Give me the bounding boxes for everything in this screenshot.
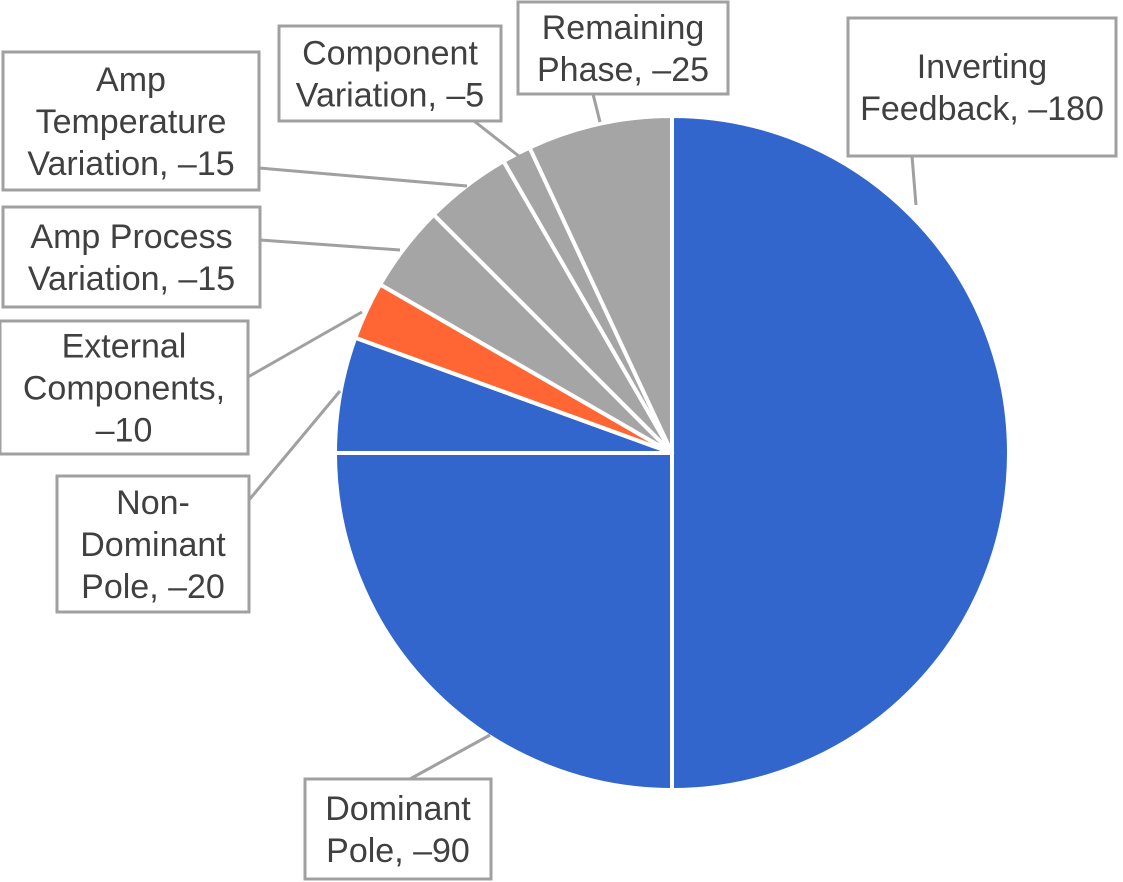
callout-box — [1, 50, 261, 192]
data-label-text: Phase, –25 — [537, 51, 709, 89]
data-label-component-variation: Component Variation, –5 — [277, 24, 503, 123]
callout-box — [1, 205, 262, 309]
callout-box — [303, 777, 493, 881]
callout-leaders — [247, 93, 918, 781]
data-label-dominant-pole: Dominant Pole, –90 — [303, 777, 493, 881]
data-label-text: Amp Process — [30, 218, 232, 256]
pie-slice-dominant-pole — [333, 451, 674, 792]
pie-slice-inverting-feedback — [670, 114, 1011, 792]
data-label-text: Inverting — [917, 48, 1047, 86]
data-label-text: Temperature — [36, 103, 227, 141]
data-label-text: Remaining — [542, 9, 705, 47]
data-label-text: Variation, –15 — [28, 260, 235, 298]
data-label-text: Pole, –90 — [326, 832, 470, 870]
callout-leader-component-variation — [473, 119, 521, 159]
data-label-inverting-feedback: Inverting Feedback, –180 — [846, 16, 1118, 158]
data-label-text: Amp — [96, 61, 166, 99]
data-label-remaining-phase: Remaining Phase, –25 — [516, 0, 730, 96]
callout-box — [846, 16, 1118, 158]
callout-leader-dominant-pole — [409, 733, 491, 781]
data-label-text: Variation, –5 — [296, 77, 484, 115]
callout-leader-inverting-feedback — [910, 155, 918, 206]
pie-slice-remaining-phase — [527, 114, 674, 455]
callout-leader-amp-temperature-variation — [258, 166, 468, 188]
callout-leader-non-dominant-pole — [247, 390, 342, 501]
callout-box — [55, 474, 251, 614]
callout-leader-remaining-phase — [591, 93, 602, 123]
callout-box — [277, 24, 503, 123]
data-label-text: Pole, –20 — [81, 568, 225, 606]
data-label-external-components: External Components, –10 — [0, 319, 250, 456]
data-label-text: –10 — [96, 412, 153, 450]
data-label-text: Dominant — [80, 526, 226, 564]
data-label-amp-temperature-variation: Amp Temperature Variation, –15 — [1, 50, 261, 192]
data-label-text: Component — [302, 35, 478, 73]
data-label-text: Dominant — [325, 790, 471, 828]
callout-box — [516, 0, 730, 96]
data-label-text: Non- — [116, 484, 190, 522]
data-label-amp-process-variation: Amp Process Variation, –15 — [1, 205, 262, 309]
callout-leader-amp-process-variation — [259, 238, 401, 252]
pie-slices — [333, 114, 1011, 792]
data-label-text: Variation, –15 — [27, 145, 234, 183]
data-label-text: Feedback, –180 — [860, 90, 1104, 128]
data-label-non-dominant-pole: Non- Dominant Pole, –20 — [55, 474, 251, 614]
callout-leader-external-components — [247, 310, 363, 379]
data-label-text: Components, — [23, 370, 225, 408]
callout-box — [0, 319, 250, 456]
data-label-text: External — [62, 328, 187, 366]
